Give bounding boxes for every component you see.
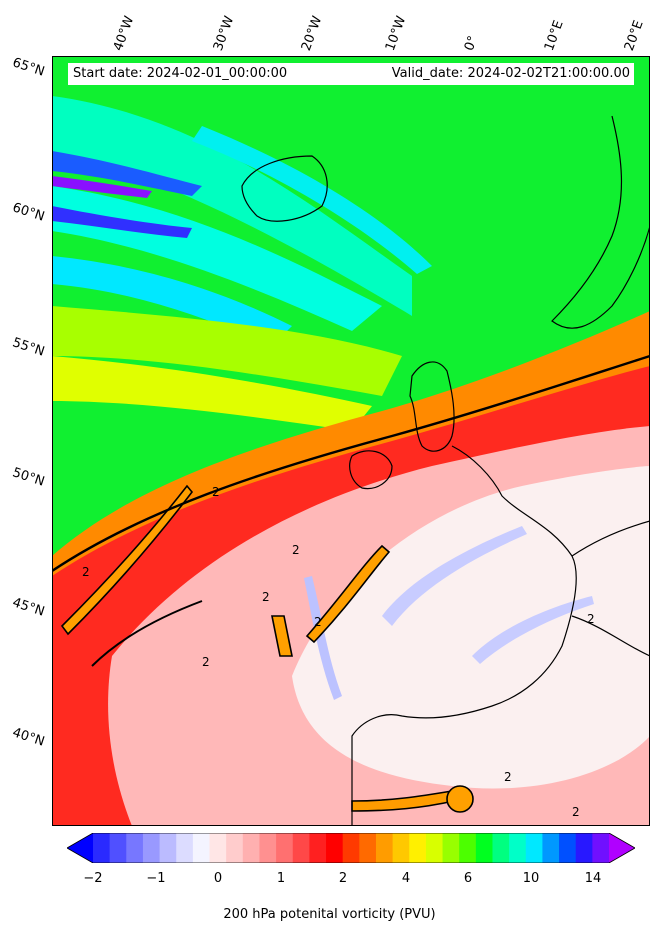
colorbar-tick: 4 [401, 871, 411, 886]
contour-label: 2 [314, 615, 322, 629]
colorbar-segment [409, 833, 427, 863]
colorbar-segment [309, 833, 327, 863]
lat-label: 50°N [10, 465, 47, 490]
contour-label: 2 [212, 485, 220, 499]
colorbar-tick: 2 [338, 871, 348, 886]
lat-label: 55°N [10, 335, 47, 360]
colorbar-segment [542, 833, 560, 863]
lon-label: 20°W [298, 14, 326, 53]
colorbar-segment [525, 833, 543, 863]
date-header: Start date: 2024-02-01_00:00:00 Valid_da… [68, 63, 634, 85]
pv-filament-1 [60, 484, 194, 636]
colorbar-segment [559, 833, 577, 863]
pv-negative-streak-3 [304, 576, 342, 700]
colorbar-segment [392, 833, 410, 863]
start-date: Start date: 2024-02-01_00:00:00 [73, 66, 288, 81]
colorbar-tick: 1 [276, 871, 286, 886]
coastline-britain [409, 361, 455, 452]
coastline-europe [351, 445, 650, 826]
colorbar-segment [192, 833, 211, 863]
colorbar-segment [226, 833, 244, 863]
colorbar-segment [292, 833, 310, 863]
pv-streak-purple [52, 176, 152, 198]
pv-band-yellowgreen [52, 306, 402, 396]
colorbar-segment [259, 833, 277, 863]
colorbar-segment [492, 833, 510, 863]
pv-2-contour [52, 354, 650, 572]
pv-streak-blue [52, 151, 202, 196]
colorbar-segment [359, 833, 377, 863]
colorbar-segment [142, 833, 161, 863]
colorbar-segment [575, 833, 593, 863]
coastline-ireland [349, 450, 393, 490]
pv-negative-streak-2 [472, 596, 594, 664]
colorbar-tick: 10 [522, 871, 540, 886]
colorbar-extend-min [67, 833, 93, 863]
pv-2-contour-inner [91, 600, 203, 667]
colorbar-segment [242, 833, 260, 863]
colorbar-segment [342, 833, 360, 863]
coastline-iceland [241, 155, 328, 222]
colorbar [67, 833, 635, 863]
valid-date: Valid_date: 2024-02-02T21:00:00.00 [391, 66, 630, 81]
colorbar-segment [126, 833, 144, 863]
colorbar-tick: −1 [146, 871, 166, 886]
colorbar-segment [159, 833, 177, 863]
lat-label: 45°N [10, 595, 47, 620]
lat-label: 60°N [10, 200, 47, 225]
colorbar-extend-max [609, 833, 635, 863]
pv-streak-cyan-4 [192, 126, 432, 274]
lon-label: 10°W [382, 14, 410, 53]
coastline-scandinavia [551, 115, 650, 329]
colorbar-tick: 14 [584, 871, 602, 886]
colorbar-tick: 6 [463, 871, 473, 886]
contour-label: 2 [572, 805, 580, 819]
colorbar-segment [276, 833, 294, 863]
colorbar-segment [375, 833, 394, 863]
pv-negative-streak [382, 526, 527, 626]
contour-label: 2 [504, 770, 512, 784]
colorbar-segment [425, 833, 444, 863]
contour-label: 2 [202, 655, 210, 669]
pv-filament-2 [305, 544, 391, 644]
colorbar-segment [475, 833, 493, 863]
contour-label: 2 [262, 590, 270, 604]
colorbar-segment [442, 833, 460, 863]
colorbar-tick: 0 [213, 871, 223, 886]
lon-label: 10°E [541, 18, 567, 53]
colorbar-segment [109, 833, 127, 863]
colorbar-segment [93, 833, 111, 863]
pv-band-yellow [52, 356, 372, 431]
contour-label: 2 [587, 612, 595, 626]
lon-label: 40°W [110, 14, 138, 53]
colorbar-segment [459, 833, 477, 863]
contour-label: 2 [82, 565, 90, 579]
lon-label: 20°E [621, 18, 647, 53]
pv-streak-blue-2 [52, 206, 192, 238]
pv-blob [446, 785, 474, 813]
lon-label: 0° [461, 33, 482, 53]
pv-map: 2 2 2 2 2 2 2 2 2 [52, 56, 650, 826]
colorbar-segment [209, 833, 227, 863]
colorbar-segment [176, 833, 194, 863]
lat-label: 65°N [10, 55, 47, 80]
colorbar-segment [592, 833, 610, 863]
colorbar-segment [509, 833, 527, 863]
contour-label: 2 [292, 543, 300, 557]
colorbar-tick: −2 [83, 871, 103, 886]
pv-streak-cyan [52, 96, 412, 316]
pv-interior-white [292, 466, 650, 789]
lon-label: 30°W [210, 14, 238, 53]
colorbar-segment [326, 833, 344, 863]
colorbar-label: 200 hPa potenital vorticity (PVU) [223, 907, 436, 922]
pv-filament-3 [271, 615, 293, 657]
lat-label: 40°N [10, 725, 47, 750]
